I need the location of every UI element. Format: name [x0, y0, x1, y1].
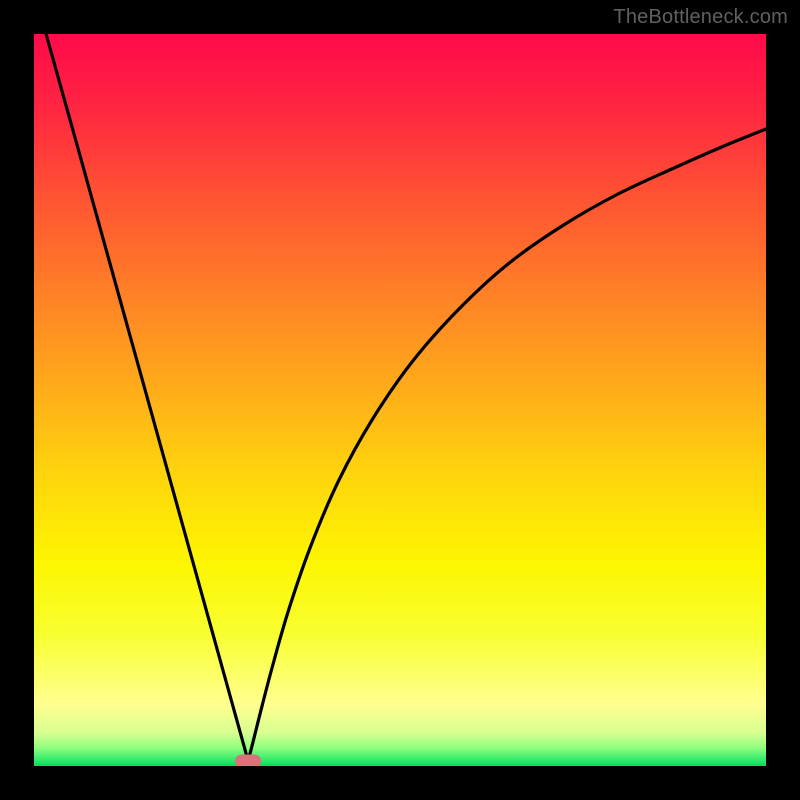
chart-plot-area [34, 34, 766, 766]
frame-right [766, 0, 800, 800]
optimum-marker [235, 755, 261, 767]
chart-background [34, 34, 766, 766]
watermark-text: TheBottleneck.com [613, 6, 788, 29]
bottleneck-chart [34, 34, 766, 766]
frame-bottom [0, 766, 800, 800]
frame-left [0, 0, 34, 800]
